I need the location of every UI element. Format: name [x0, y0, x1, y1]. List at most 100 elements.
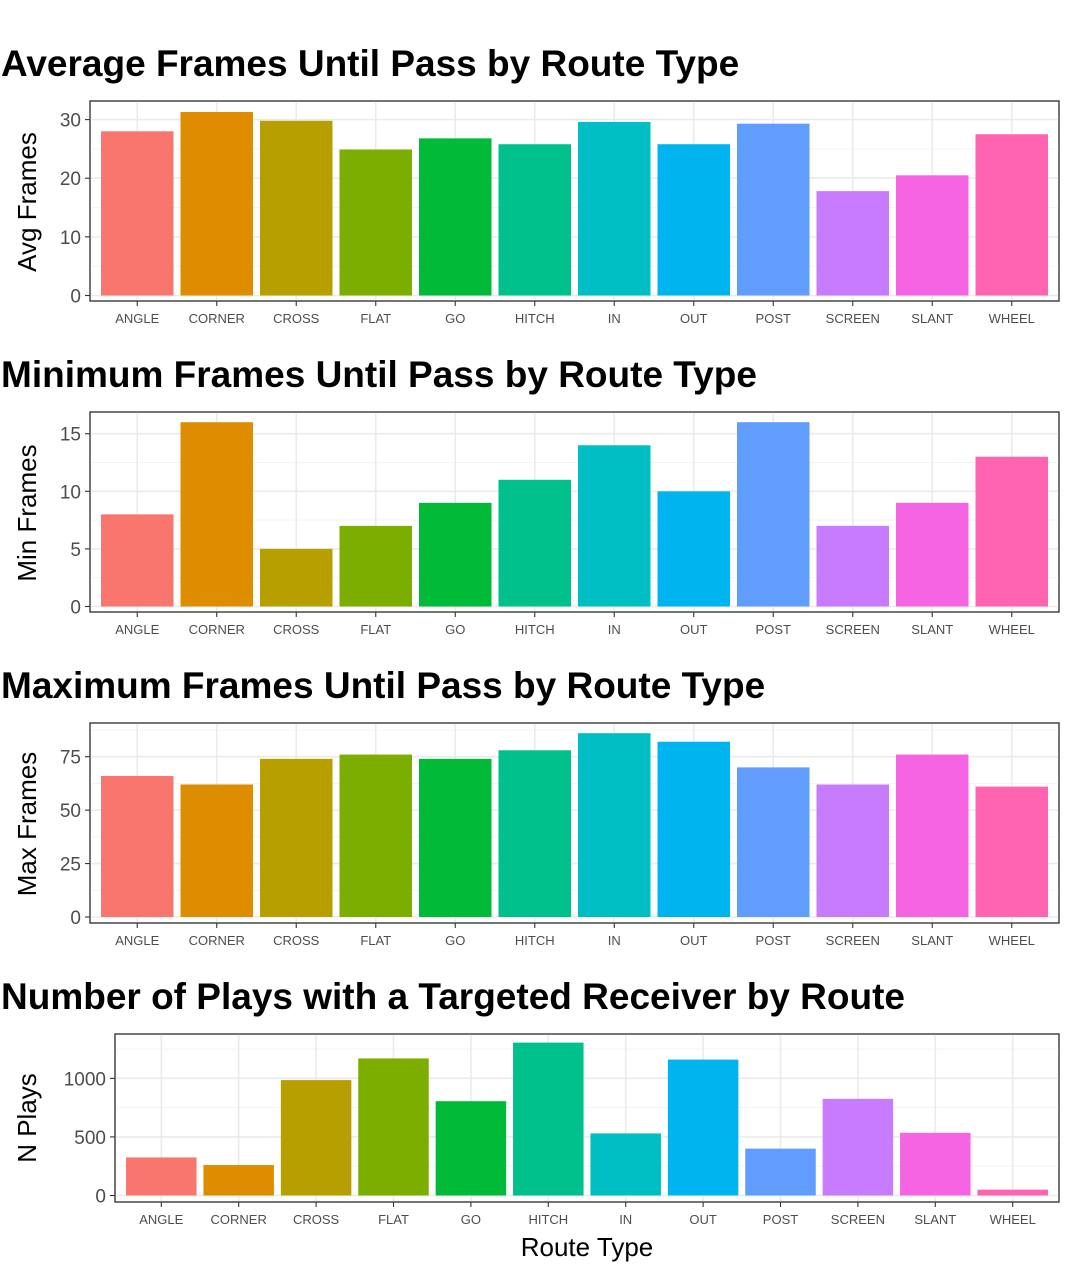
y-tick-label: 20 — [60, 169, 81, 190]
bar-corner — [203, 1165, 274, 1196]
y-tick-label: 25 — [60, 855, 81, 876]
y-axis-label: Avg Frames — [12, 132, 42, 272]
bar-corner — [180, 784, 253, 917]
y-axis-label: Min Frames — [12, 444, 42, 581]
x-tick-label: HITCH — [515, 622, 555, 637]
chart-number-of-plays: Number of Plays with a Targeted Receiver… — [1, 976, 1060, 1262]
bar-post — [737, 123, 810, 296]
bar-angle — [101, 131, 174, 296]
y-tick-label: 0 — [70, 598, 81, 619]
bar-slant — [896, 175, 969, 296]
bar-slant — [896, 754, 969, 917]
x-tick-label: IN — [608, 622, 621, 637]
x-ticks: ANGLE CORNER CROSS FLAT GO HITCH IN OUT POST SCRE… — [115, 923, 1035, 948]
y-ticks: 0 5 10 15 — [60, 425, 90, 619]
bar-out — [657, 144, 730, 296]
bar-wheel — [977, 1189, 1048, 1196]
y-tick-label: 0 — [70, 908, 81, 929]
x-tick-label: ANGLE — [139, 1212, 183, 1227]
y-tick-label: 30 — [60, 111, 81, 132]
bar-post — [737, 422, 810, 607]
x-tick-label: CORNER — [211, 1212, 267, 1227]
y-tick-label: 10 — [60, 228, 81, 249]
bar-go — [419, 502, 492, 607]
x-tick-label: GO — [445, 933, 465, 948]
x-tick-label: POST — [756, 311, 791, 326]
bar-wheel — [975, 786, 1048, 917]
bar-cross — [280, 1080, 352, 1196]
x-tick-label: IN — [608, 933, 621, 948]
x-tick-label: FLAT — [360, 622, 391, 637]
x-tick-label: HITCH — [528, 1212, 568, 1227]
bar-go — [419, 138, 492, 296]
bar-go — [435, 1101, 507, 1196]
y-tick-label: 5 — [70, 540, 81, 561]
x-tick-label: SCREEN — [826, 933, 880, 948]
bar-out — [657, 741, 730, 917]
bar-hitch — [513, 1042, 584, 1196]
x-tick-label: ANGLE — [115, 622, 159, 637]
bar-cross — [260, 548, 333, 607]
bar-cross — [260, 758, 333, 917]
x-tick-label: ANGLE — [115, 933, 159, 948]
x-tick-label: SLANT — [911, 311, 953, 326]
bar-corner — [180, 111, 253, 296]
bar-hitch — [498, 750, 571, 917]
x-tick-label: OUT — [689, 1212, 717, 1227]
x-ticks: ANGLE CORNER CROSS FLAT GO HITCH IN OUT POST SCRE… — [115, 301, 1035, 326]
chart-title: Minimum Frames Until Pass by Route Type — [1, 354, 757, 395]
bar-cross — [260, 120, 333, 296]
bar-out — [667, 1059, 739, 1196]
y-axis-label: Max Frames — [12, 752, 42, 896]
bar-flat — [339, 149, 412, 296]
x-tick-label: POST — [756, 622, 791, 637]
bar-angle — [101, 514, 174, 607]
chart-minimum-frames: Minimum Frames Until Pass by Route Type … — [1, 354, 1060, 637]
bar-post — [737, 767, 810, 917]
bar-slant — [896, 502, 969, 607]
bar-wheel — [975, 134, 1048, 296]
y-ticks: 0 25 50 75 — [60, 748, 90, 929]
bar-flat — [339, 754, 412, 917]
x-tick-label: CORNER — [189, 311, 245, 326]
y-tick-label: 75 — [60, 748, 81, 769]
chart-title: Number of Plays with a Targeted Receiver… — [1, 976, 905, 1017]
x-tick-label: CROSS — [273, 622, 320, 637]
x-tick-label: HITCH — [515, 933, 555, 948]
x-tick-label: FLAT — [360, 933, 391, 948]
x-tick-label: CORNER — [189, 622, 245, 637]
chart-average-frames: Average Frames Until Pass by Route Type … — [1, 43, 1060, 326]
x-tick-label: POST — [763, 1212, 798, 1227]
bar-corner — [180, 422, 253, 607]
bar-slant — [900, 1132, 971, 1196]
bar-flat — [358, 1058, 429, 1196]
x-tick-label: OUT — [680, 933, 708, 948]
x-tick-label: WHEEL — [989, 933, 1035, 948]
x-ticks: ANGLE CORNER CROSS FLAT GO HITCH IN OUT POST SCRE… — [139, 1202, 1036, 1227]
y-ticks: 0 500 1000 — [64, 1069, 115, 1208]
bar-wheel — [975, 456, 1048, 607]
x-tick-label: CROSS — [293, 1212, 340, 1227]
x-tick-label: GO — [445, 622, 465, 637]
y-tick-label: 500 — [74, 1128, 106, 1149]
bar-angle — [126, 1157, 197, 1196]
chart-title: Maximum Frames Until Pass by Route Type — [1, 665, 765, 706]
y-tick-label: 0 — [95, 1187, 106, 1208]
bar-screen — [816, 784, 889, 917]
x-tick-label: SCREEN — [826, 311, 880, 326]
chart-maximum-frames: Maximum Frames Until Pass by Route Type … — [1, 665, 1060, 948]
y-tick-label: 50 — [60, 801, 81, 822]
x-tick-label: SLANT — [911, 622, 953, 637]
x-axis-label: Route Type — [521, 1232, 654, 1262]
bar-screen — [816, 191, 889, 296]
bar-out — [657, 491, 730, 607]
bar-in — [578, 445, 651, 607]
x-tick-label: SLANT — [911, 933, 953, 948]
x-tick-label: SLANT — [914, 1212, 956, 1227]
bar-post — [745, 1148, 816, 1196]
bar-in — [578, 121, 651, 296]
bar-in — [590, 1133, 661, 1196]
x-tick-label: WHEEL — [989, 311, 1035, 326]
bar-in — [578, 733, 651, 917]
